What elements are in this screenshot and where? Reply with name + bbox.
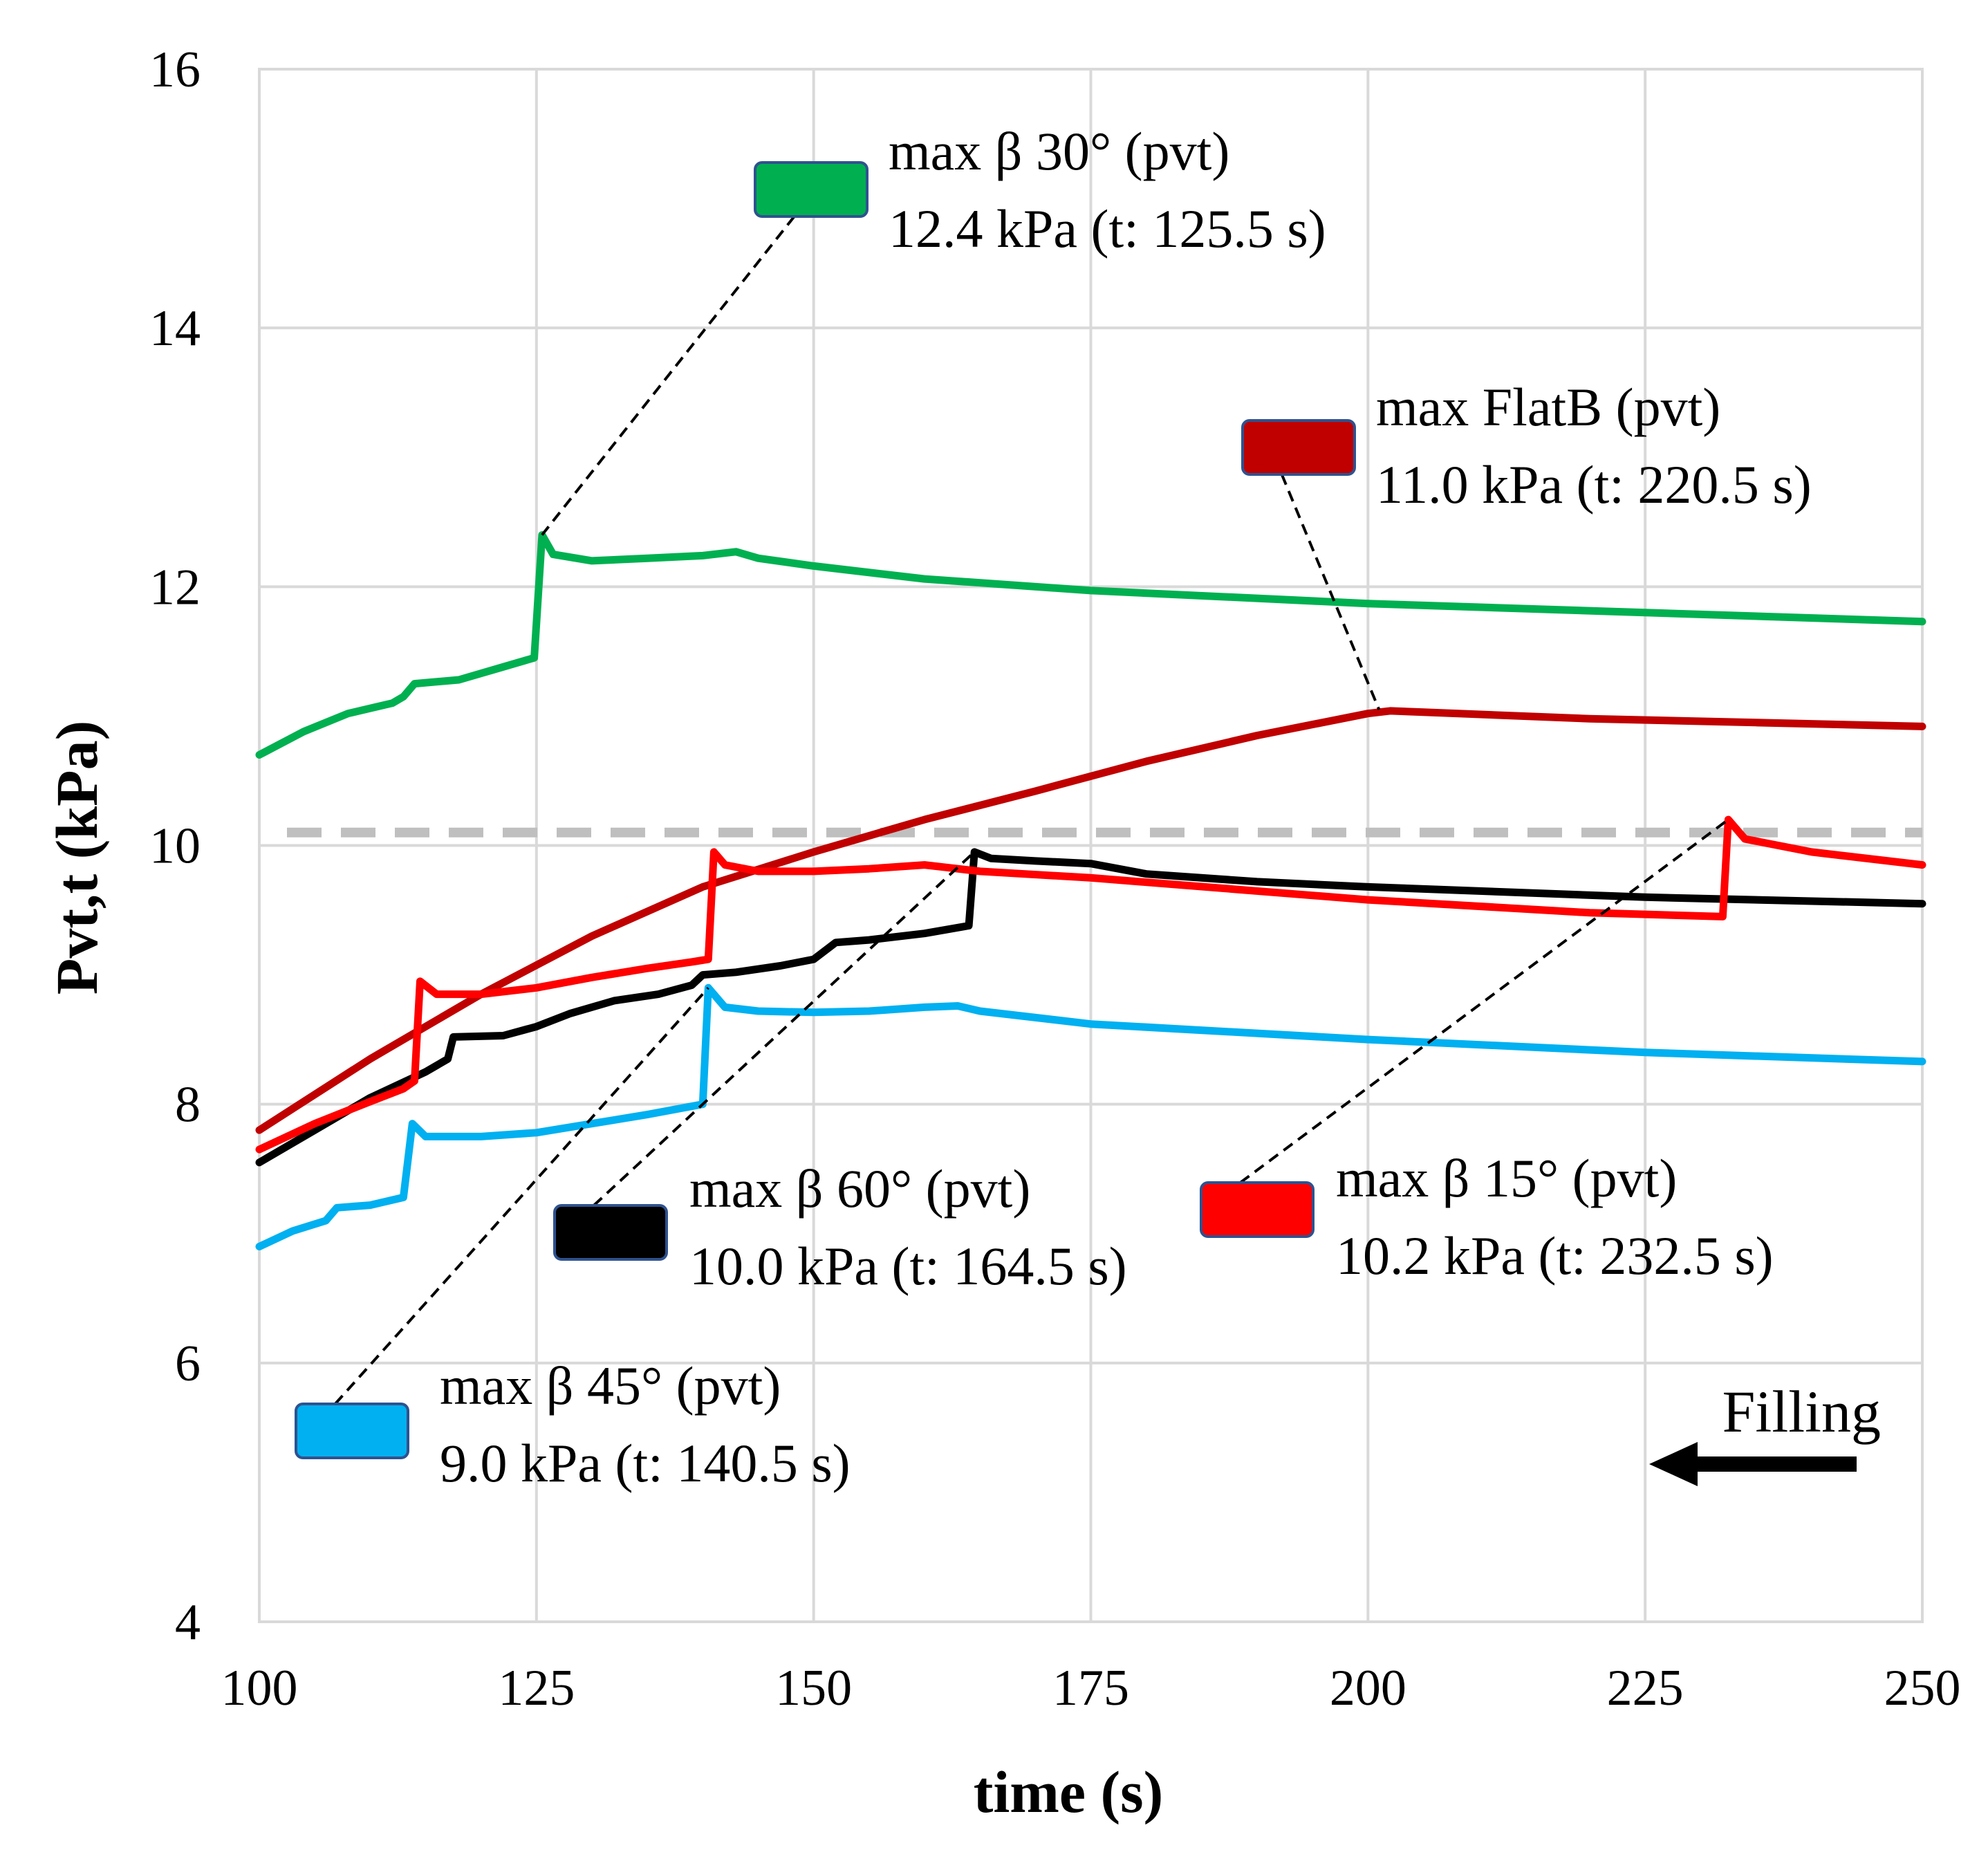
series-line bbox=[255, 531, 1926, 759]
leader-line bbox=[1239, 818, 1729, 1184]
x-axis-title: time (s) bbox=[974, 1759, 1164, 1825]
y-tick-label: 14 bbox=[149, 300, 201, 357]
annotation-label: max β 60° (pvt) bbox=[689, 1158, 1030, 1219]
annotation-label: max β 30° (pvt) bbox=[889, 121, 1229, 181]
legend-swatch bbox=[754, 161, 868, 218]
annotation-value: 9.0 kPa (t: 140.5 s) bbox=[440, 1433, 851, 1493]
series-group bbox=[255, 531, 1926, 1250]
x-tick-label: 175 bbox=[1052, 1660, 1129, 1717]
annotation-label: max FlatB (pvt) bbox=[1376, 377, 1720, 437]
y-axis-title: Pvt,t (kPa) bbox=[44, 721, 110, 995]
y-tick-label: 4 bbox=[175, 1594, 201, 1651]
filling-label: Filling bbox=[1722, 1378, 1881, 1445]
y-tick-label: 10 bbox=[149, 818, 201, 875]
x-tick-label: 225 bbox=[1607, 1660, 1684, 1717]
leader-line bbox=[541, 215, 796, 536]
x-tick-label: 250 bbox=[1884, 1660, 1961, 1717]
legend-swatch bbox=[1200, 1181, 1315, 1238]
annotation-value: 11.0 kPa (t: 220.5 s) bbox=[1376, 454, 1812, 515]
legend-swatch bbox=[1241, 419, 1356, 476]
x-tick-label: 125 bbox=[498, 1660, 575, 1717]
series-line bbox=[255, 848, 1926, 1167]
annotation-label: max β 45° (pvt) bbox=[440, 1356, 781, 1416]
y-tick-label: 16 bbox=[149, 41, 201, 98]
leader-line bbox=[1280, 474, 1381, 710]
y-tick-label: 6 bbox=[175, 1335, 201, 1392]
series-line bbox=[255, 707, 1926, 1134]
leader-line bbox=[593, 851, 976, 1207]
legend-swatch bbox=[295, 1403, 409, 1459]
leader-line bbox=[334, 986, 709, 1405]
series-line bbox=[255, 815, 1926, 1154]
filling-indicator: Filling bbox=[1649, 1378, 1881, 1486]
legend-swatch bbox=[553, 1204, 668, 1261]
axes: 100 125 150 175 200 225 250 4 6 8 10 12 14 16 bbox=[149, 41, 1961, 1717]
annotation-label: max β 15° (pvt) bbox=[1336, 1148, 1677, 1208]
x-tick-label: 150 bbox=[775, 1660, 852, 1717]
annotation-value: 10.2 kPa (t: 232.5 s) bbox=[1336, 1225, 1774, 1286]
annotation-value: 10.0 kPa (t: 164.5 s) bbox=[689, 1236, 1127, 1296]
x-tick-label: 200 bbox=[1330, 1660, 1406, 1717]
annotation-value: 12.4 kPa (t: 125.5 s) bbox=[889, 198, 1326, 259]
annotations: max β 30° (pvt) 12.4 kPa (t: 125.5 s) max … bbox=[295, 121, 1812, 1493]
y-tick-label: 8 bbox=[175, 1077, 201, 1134]
y-tick-label: 12 bbox=[149, 559, 201, 616]
x-tick-label: 100 bbox=[221, 1660, 298, 1717]
filling-arrow-head bbox=[1649, 1442, 1698, 1486]
